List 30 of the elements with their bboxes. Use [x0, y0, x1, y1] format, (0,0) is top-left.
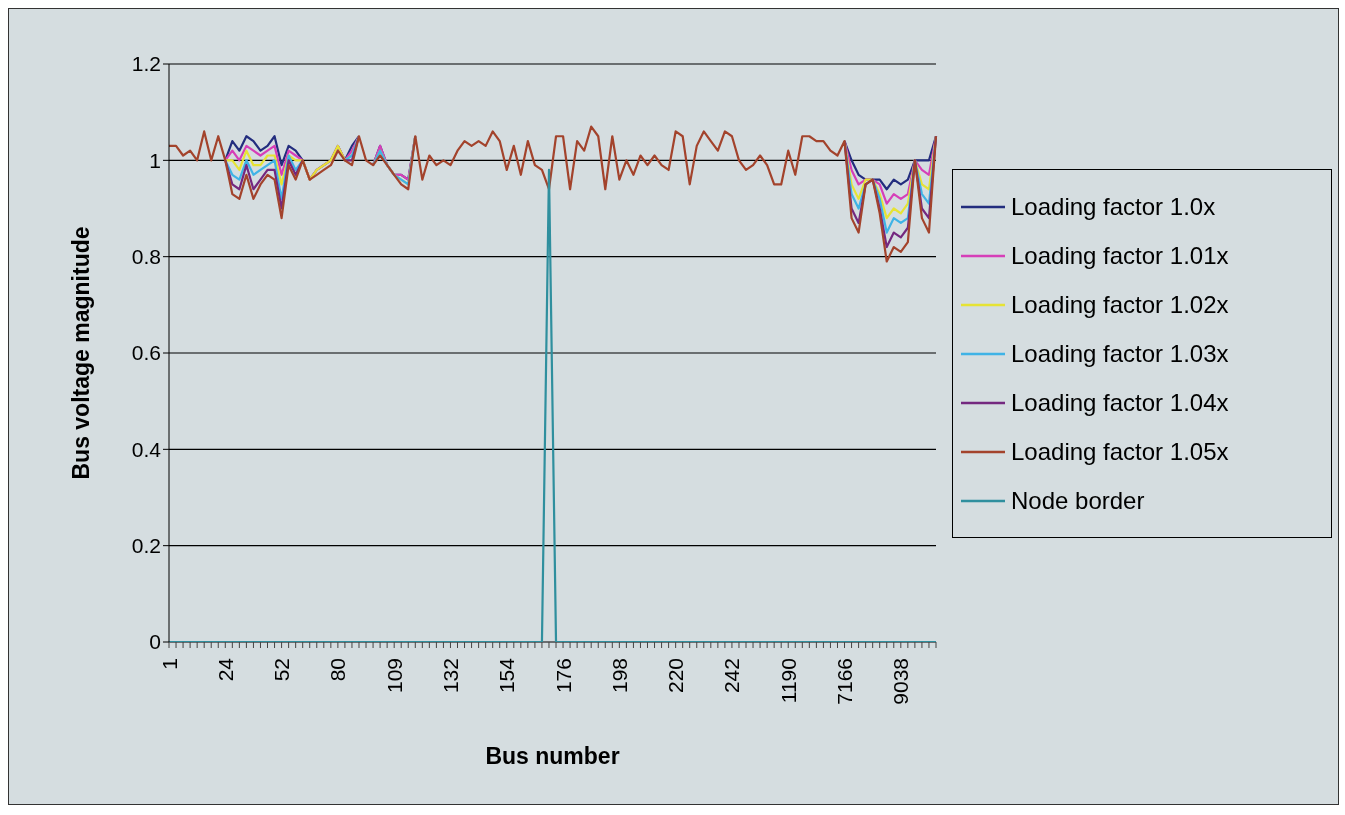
x-tick-label: 7166 [833, 658, 857, 705]
y-tick-label: 0.2 [131, 534, 161, 558]
x-tick-label: 24 [213, 657, 237, 682]
x-tick-label: 52 [270, 658, 294, 682]
legend-label: Loading factor 1.03x [1011, 339, 1229, 368]
x-tick-label: 1 [157, 658, 181, 670]
x-axis-title: Bus number [485, 743, 620, 769]
legend-label: Loading factor 1.05x [1011, 437, 1229, 466]
legend-label: Loading factor 1.01x [1011, 241, 1229, 270]
x-tick-label: 9038 [889, 658, 913, 705]
x-tick-label: 242 [720, 658, 744, 694]
legend-label: Loading factor 1.02x [1011, 290, 1229, 319]
y-tick-label: 0.8 [131, 245, 161, 269]
legend-label: Loading factor 1.0x [1011, 192, 1216, 221]
legend-label: Loading factor 1.04x [1011, 388, 1229, 417]
x-tick-label: 1190 [776, 658, 800, 704]
x-tick-label: 109 [382, 658, 406, 694]
x-tick-label: 80 [326, 658, 350, 682]
y-tick-label: 0.4 [131, 437, 162, 461]
legend-label: Node border [1011, 486, 1145, 515]
y-tick-label: 0.6 [131, 341, 161, 365]
x-tick-label: 176 [551, 658, 575, 694]
y-tick-label: 0 [149, 630, 161, 654]
y-tick-label: 1 [149, 148, 161, 172]
y-tick-label: 1.2 [131, 52, 161, 76]
x-tick-label: 132 [438, 658, 462, 694]
y-axis-title: Bus voltage magnitude [68, 226, 95, 480]
x-tick-label: 220 [664, 658, 688, 694]
x-tick-label: 198 [607, 658, 631, 694]
x-tick-label: 154 [495, 657, 519, 694]
